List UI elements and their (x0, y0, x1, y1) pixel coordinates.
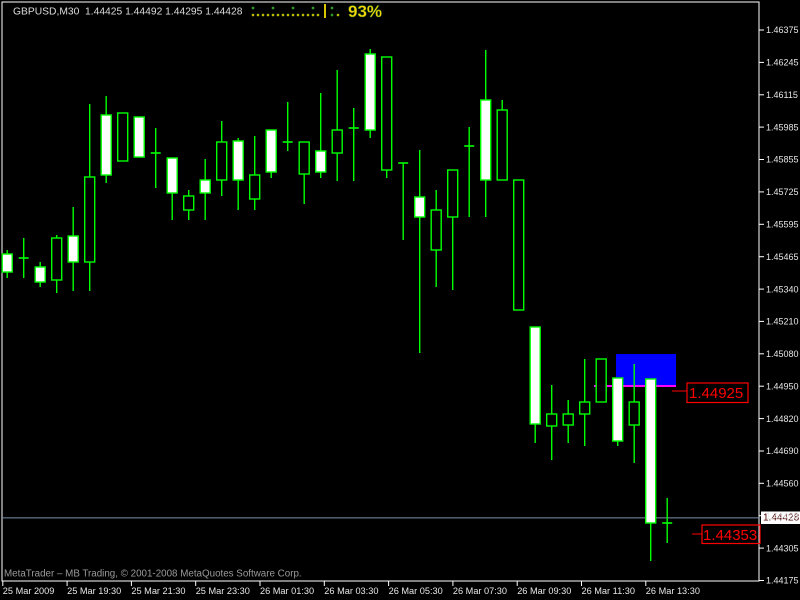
svg-text:1.44428: 1.44428 (766, 511, 799, 521)
svg-text:26 Mar 01:30: 26 Mar 01:30 (260, 586, 314, 596)
svg-text:26 Mar 11:30: 26 Mar 11:30 (582, 586, 635, 596)
svg-text:1.45465: 1.45465 (766, 252, 799, 262)
svg-text:1.44560: 1.44560 (766, 479, 799, 489)
svg-text:1.44353: 1.44353 (703, 527, 757, 544)
svg-text:1.44950: 1.44950 (766, 381, 799, 391)
svg-text:1.44690: 1.44690 (766, 446, 799, 456)
svg-text:26 Mar 03:30: 26 Mar 03:30 (324, 586, 378, 596)
svg-text:25 Mar 21:30: 25 Mar 21:30 (131, 586, 185, 596)
svg-text:1.44175: 1.44175 (766, 576, 799, 586)
svg-text:1.46115: 1.46115 (766, 90, 798, 100)
svg-text:1.45210: 1.45210 (766, 317, 799, 327)
svg-text:1.46245: 1.46245 (766, 58, 799, 68)
svg-text:GBPUSD,M30: GBPUSD,M30 (13, 7, 80, 18)
svg-text:1.45595: 1.45595 (766, 220, 799, 230)
svg-text:26 Mar 09:30: 26 Mar 09:30 (517, 586, 571, 596)
svg-text:26 Mar 13:30: 26 Mar 13:30 (646, 586, 700, 596)
svg-text:1.44425 1.44492 1.44295 1.4442: 1.44425 1.44492 1.44295 1.44428 (85, 7, 243, 18)
svg-text:25 Mar 2009: 25 Mar 2009 (3, 586, 55, 596)
svg-text:1.45725: 1.45725 (766, 187, 799, 197)
svg-text:26 Mar 05:30: 26 Mar 05:30 (389, 586, 443, 596)
svg-text:1.46375: 1.46375 (766, 25, 799, 35)
svg-text:1.45855: 1.45855 (766, 155, 799, 165)
svg-text:25 Mar 23:30: 25 Mar 23:30 (196, 586, 250, 596)
svg-text:26 Mar 07:30: 26 Mar 07:30 (453, 586, 507, 596)
svg-text:1.44820: 1.44820 (766, 414, 799, 424)
svg-text:93%: 93% (348, 2, 382, 21)
svg-text:1.45985: 1.45985 (766, 122, 799, 132)
svg-text:25 Mar 19:30: 25 Mar 19:30 (67, 586, 121, 596)
svg-text:1.45340: 1.45340 (766, 284, 799, 294)
svg-text:MetaTrader – MB Trading, © 200: MetaTrader – MB Trading, © 2001-2008 Met… (4, 569, 302, 580)
svg-text:1.44925: 1.44925 (689, 385, 743, 402)
svg-text:1.44305: 1.44305 (766, 543, 799, 553)
svg-text:1.45080: 1.45080 (766, 349, 799, 359)
